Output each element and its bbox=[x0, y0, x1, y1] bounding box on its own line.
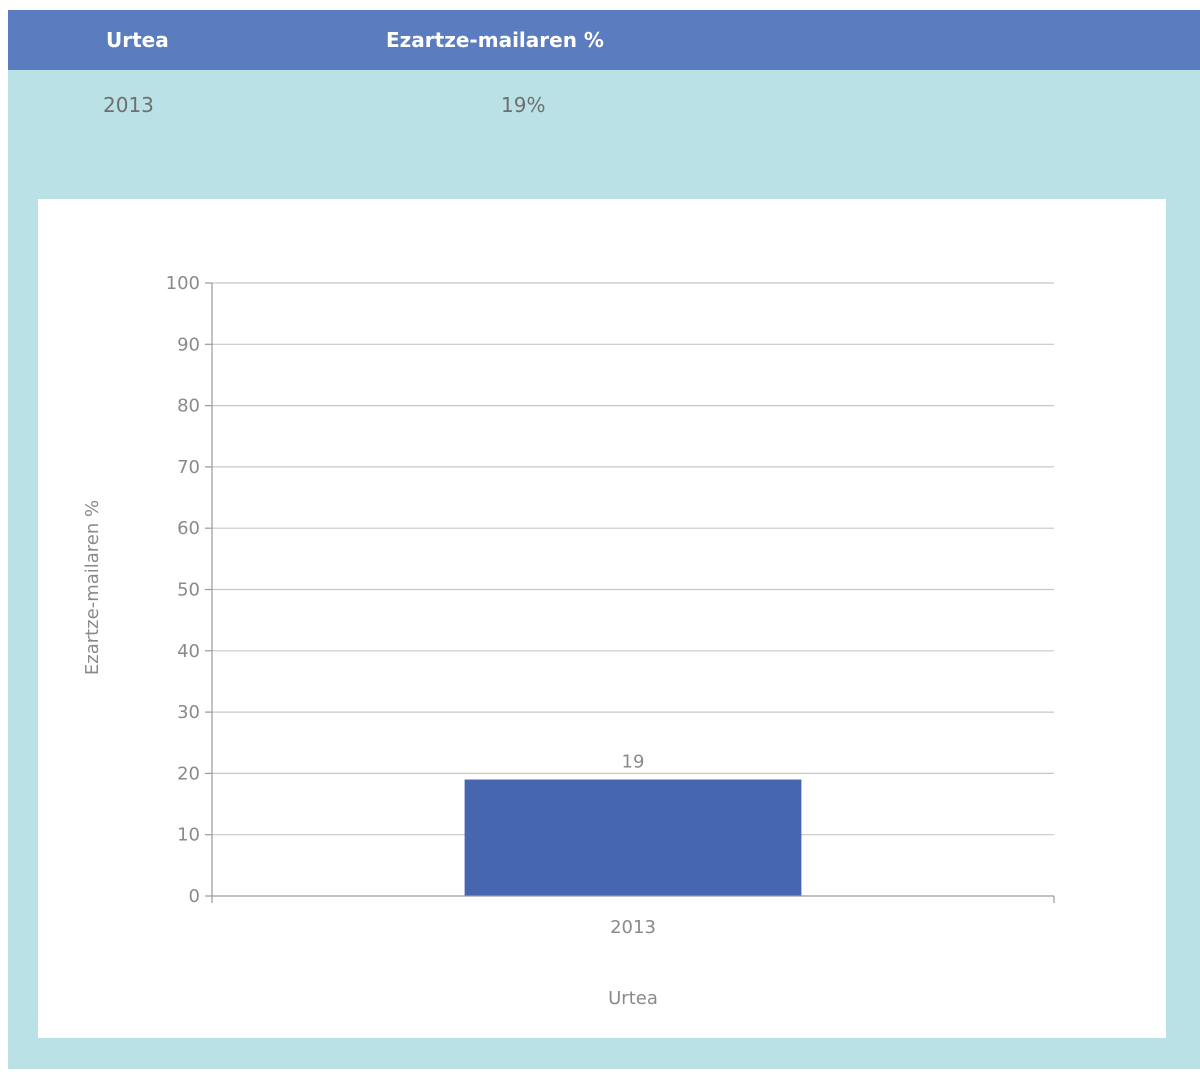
data-labels: 19 bbox=[622, 752, 645, 773]
data-label: 19 bbox=[622, 752, 645, 773]
y-tick-labels: 0 10 20 30 40 50 60 70 80 90 100 bbox=[166, 273, 212, 907]
y-tick-label: 100 bbox=[166, 273, 200, 294]
y-tick-label: 80 bbox=[177, 396, 200, 417]
gridlines bbox=[212, 282, 1054, 836]
x-tick-label: 2013 bbox=[610, 917, 656, 938]
y-tick-label: 90 bbox=[177, 334, 200, 355]
y-axis-title: Ezartze-mailaren % bbox=[82, 500, 103, 675]
column-header-percentage: Ezartze-mailaren % bbox=[386, 28, 604, 52]
x-tick-labels: 2013 bbox=[211, 896, 1055, 938]
y-tick-label: 70 bbox=[177, 457, 200, 478]
y-tick-label: 0 bbox=[189, 886, 200, 907]
y-tick-label: 10 bbox=[177, 825, 200, 846]
x-axis-title: Urtea bbox=[608, 988, 658, 1009]
cell-year: 2013 bbox=[103, 93, 154, 117]
bar bbox=[464, 779, 802, 896]
cell-percentage: 19% bbox=[501, 93, 546, 117]
y-tick-label: 50 bbox=[177, 580, 200, 601]
table-header: Urtea Ezartze-mailaren % bbox=[8, 10, 1200, 70]
y-tick-label: 30 bbox=[177, 702, 200, 723]
y-tick-label: 40 bbox=[177, 641, 200, 662]
column-header-year: Urtea bbox=[106, 28, 169, 52]
y-tick-label: 20 bbox=[177, 763, 200, 784]
y-tick-label: 60 bbox=[177, 518, 200, 539]
content-panel: Urtea Ezartze-mailaren % 2013 19% 0 10 20 3… bbox=[8, 10, 1200, 1069]
bars bbox=[464, 779, 802, 896]
bar-chart: 0 10 20 30 40 50 60 70 80 90 100 2013 19 Urtea Eza… bbox=[82, 273, 1055, 1009]
chart-container: 0 10 20 30 40 50 60 70 80 90 100 2013 19 Urtea Eza… bbox=[38, 199, 1166, 1038]
